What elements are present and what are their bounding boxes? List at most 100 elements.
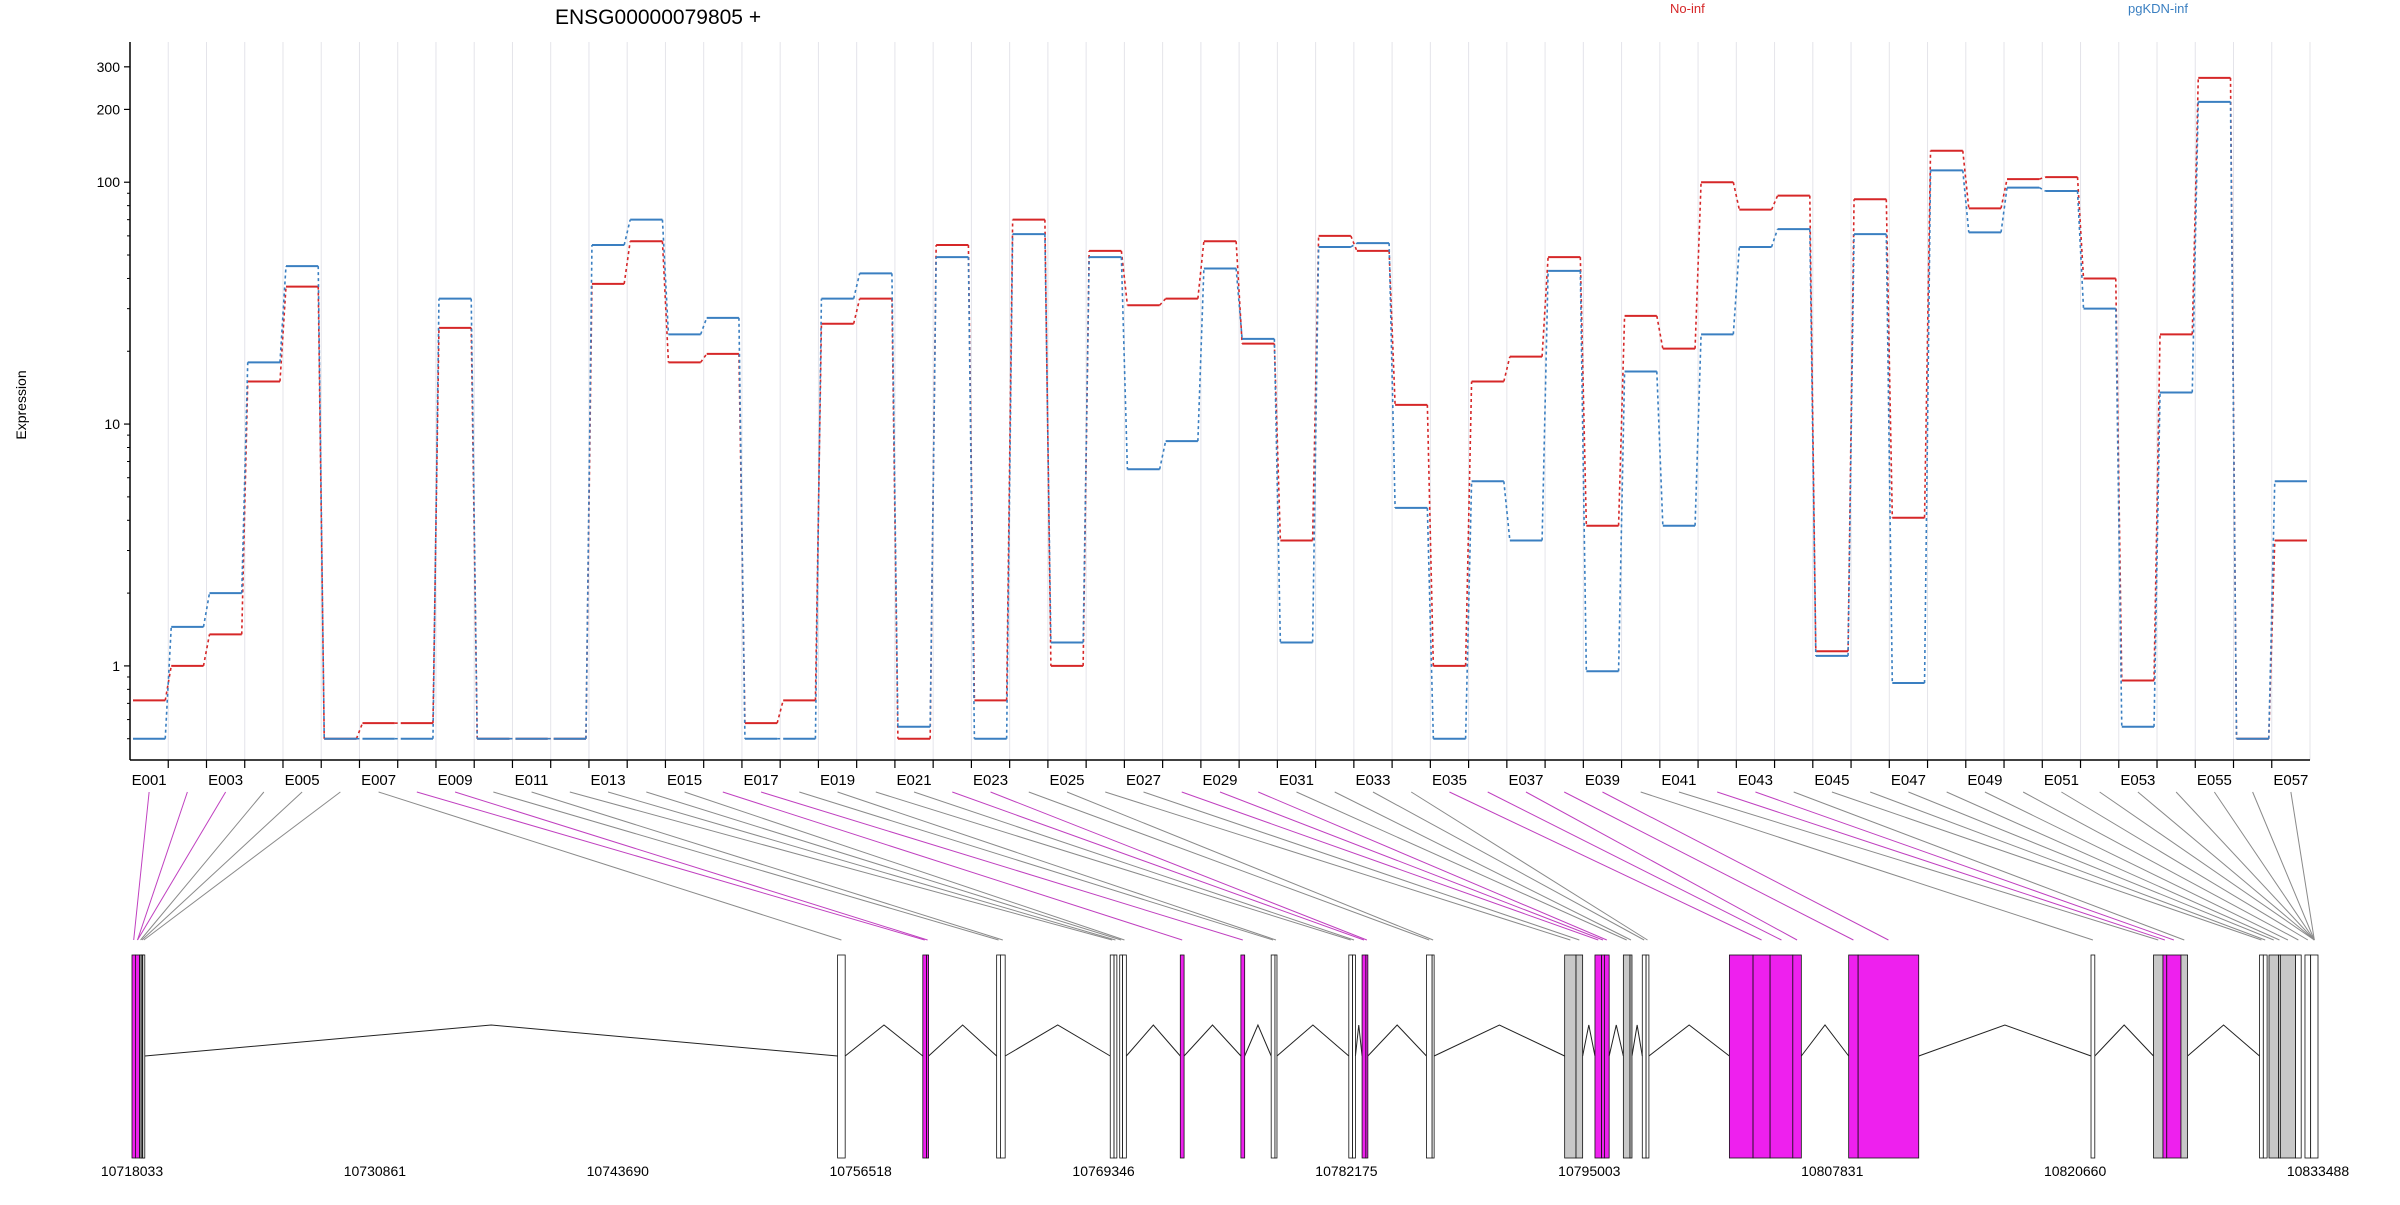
x-tick-label: E041: [1661, 772, 1696, 789]
exon-connector: [722, 791, 1183, 941]
exon-connector: [913, 791, 1355, 941]
exon-connector: [2290, 791, 2315, 941]
exon: [1752, 954, 1771, 1159]
step-connector: [967, 257, 976, 739]
step-connector: [1541, 270, 1549, 541]
exon-connector: [837, 791, 1277, 941]
step-connector: [1503, 356, 1511, 382]
exon-connector: [799, 791, 1274, 941]
step-connector: [1732, 182, 1741, 210]
exon: [2279, 954, 2296, 1159]
exon: [1728, 954, 1754, 1159]
exon: [131, 954, 136, 1159]
intron: [1004, 1024, 1111, 1057]
step-connector: [1197, 268, 1205, 442]
exon: [1575, 954, 1584, 1159]
step-connector: [1426, 404, 1435, 666]
step-connector: [2114, 308, 2123, 727]
exon: [1113, 954, 1118, 1159]
x-tick-label: E023: [973, 772, 1008, 789]
exon: [1769, 954, 1794, 1159]
intron: [1800, 1024, 1850, 1057]
step-connector: [1082, 257, 1090, 643]
step-connector: [776, 700, 784, 724]
step-connector: [1503, 481, 1511, 541]
exon-connector: [1487, 791, 1782, 941]
step-connector: [1617, 371, 1626, 672]
step-connector: [1235, 241, 1243, 344]
step-connector: [1350, 235, 1358, 252]
step-connector: [1885, 234, 1894, 683]
exon-connector: [875, 791, 1351, 941]
intron: [1367, 1024, 1427, 1057]
exon-connector: [454, 791, 928, 941]
exon-connector: [1334, 791, 1632, 941]
exon-connector: [2061, 791, 2309, 941]
exon-connector: [569, 791, 1113, 941]
intron: [1582, 1024, 1596, 1057]
x-tick-label: E033: [1355, 772, 1390, 789]
exon-connector: [1831, 791, 2262, 941]
exon-connector: [760, 791, 1243, 941]
exon-connector: [1410, 791, 1648, 941]
exon-connector: [1908, 791, 2274, 941]
y-tick-label: 1: [112, 658, 120, 674]
exon-connector: [607, 791, 1116, 941]
exon-connector: [1946, 791, 2280, 941]
exon-connector: [493, 791, 999, 941]
x-tick-label: E019: [820, 772, 855, 789]
x-tick-label: E047: [1891, 772, 1926, 789]
x-tick-label: E039: [1585, 772, 1620, 789]
exon: [1645, 954, 1650, 1159]
exon: [2268, 954, 2279, 1159]
step-connector: [1388, 250, 1396, 405]
x-tick-label: E045: [1814, 772, 1849, 789]
step-connector: [1961, 150, 1970, 209]
x-tick-label: E055: [2197, 772, 2232, 789]
exon-connector: [416, 791, 925, 941]
exon-connector: [1640, 791, 2094, 941]
exon: [1352, 954, 1356, 1159]
step-connector: [1158, 440, 1167, 470]
step-connector: [1923, 150, 1932, 518]
exon-connector: [1793, 791, 2185, 941]
series-No-inf: [133, 76, 2307, 740]
step-connector: [355, 722, 364, 739]
exon-connector: [137, 791, 188, 941]
exon-connector: [1678, 791, 2159, 941]
exon-connector: [1755, 791, 2175, 941]
step-connector: [1579, 270, 1588, 672]
step-connector: [2153, 334, 2161, 681]
step-connector: [1197, 241, 1205, 299]
exon-connector: [133, 791, 150, 941]
step-connector: [202, 634, 211, 667]
step-connector: [814, 323, 823, 701]
exon-connector: [1563, 791, 1854, 941]
exon: [2310, 954, 2319, 1159]
step-connector: [2039, 176, 2046, 180]
exon: [2180, 954, 2188, 1159]
genomic-tick-label: 10756518: [830, 1163, 893, 1179]
exon: [1629, 954, 1633, 1159]
exon: [2162, 954, 2168, 1159]
intron: [1125, 1024, 1181, 1057]
intron: [1183, 1024, 1242, 1057]
exon-connector: [378, 791, 842, 941]
exon-connector: [1984, 791, 2289, 941]
x-tick-label: E009: [438, 772, 473, 789]
step-connector: [2000, 178, 2008, 209]
exon: [996, 954, 1001, 1159]
y-tick-label: 100: [97, 174, 121, 190]
exon: [837, 954, 846, 1159]
genomic-tick-label: 10833488: [2287, 1163, 2350, 1179]
exon-connector: [2022, 791, 2299, 941]
exon-connector: [143, 791, 341, 941]
exon-connector: [137, 791, 227, 941]
exon: [922, 954, 927, 1159]
exon-connector: [1219, 791, 1604, 941]
axes: 1 10 100 200 300 E001 E003 E005 E007 E009 E011 E013…: [97, 42, 2310, 789]
exon: [2295, 954, 2302, 1159]
x-tick-label: E015: [667, 772, 702, 789]
exon: [1604, 954, 1610, 1159]
